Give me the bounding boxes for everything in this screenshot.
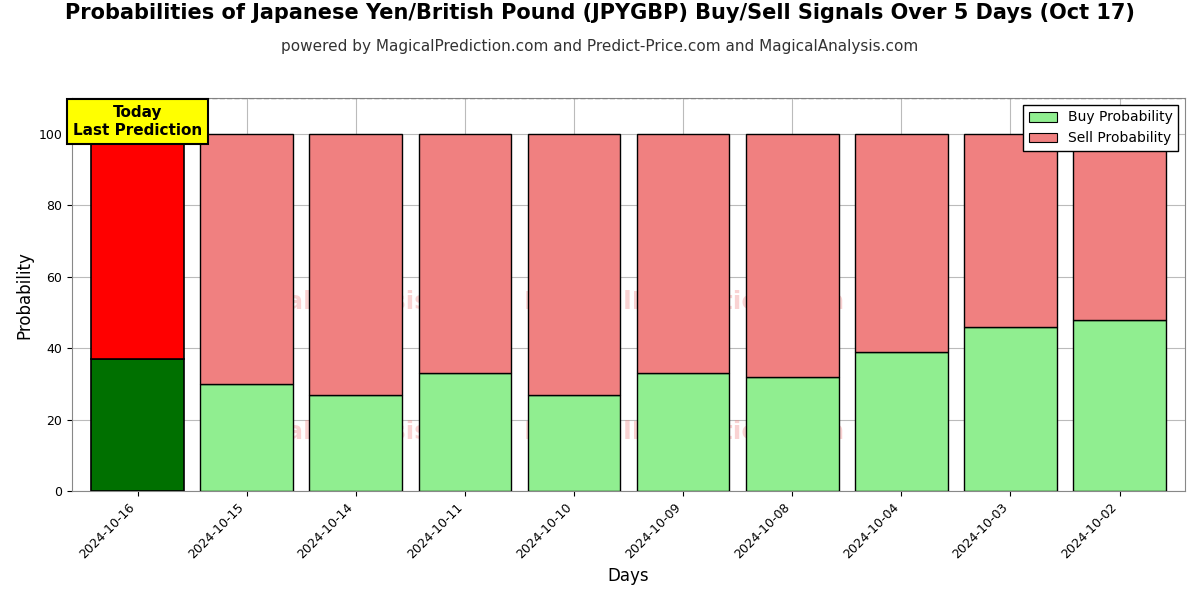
Bar [528,395,620,491]
Bar [91,134,184,359]
Bar [746,377,839,491]
Bar [200,134,293,384]
Text: MagicalPrediction.com: MagicalPrediction.com [523,290,845,314]
Bar [854,134,948,352]
Text: MagicalAnalysis.com: MagicalAnalysis.com [204,420,497,444]
Bar [964,327,1057,491]
Bar [964,134,1057,327]
Text: Today
Last Prediction: Today Last Prediction [73,105,203,137]
Bar [1073,134,1166,320]
Text: MagicalPrediction.com: MagicalPrediction.com [523,420,845,444]
Bar [200,384,293,491]
Bar [310,134,402,395]
Bar [91,359,184,491]
Bar [419,134,511,373]
X-axis label: Days: Days [607,567,649,585]
Bar [637,134,730,373]
Text: MagicalAnalysis.com: MagicalAnalysis.com [204,290,497,314]
Y-axis label: Probability: Probability [16,251,34,338]
Bar [1073,320,1166,491]
Bar [854,352,948,491]
Bar [528,134,620,395]
Text: Probabilities of Japanese Yen/British Pound (JPYGBP) Buy/Sell Signals Over 5 Day: Probabilities of Japanese Yen/British Po… [65,3,1135,23]
Bar [746,134,839,377]
Bar [310,395,402,491]
Text: powered by MagicalPrediction.com and Predict-Price.com and MagicalAnalysis.com: powered by MagicalPrediction.com and Pre… [281,39,919,54]
Bar [637,373,730,491]
Bar [419,373,511,491]
Legend: Buy Probability, Sell Probability: Buy Probability, Sell Probability [1024,105,1178,151]
